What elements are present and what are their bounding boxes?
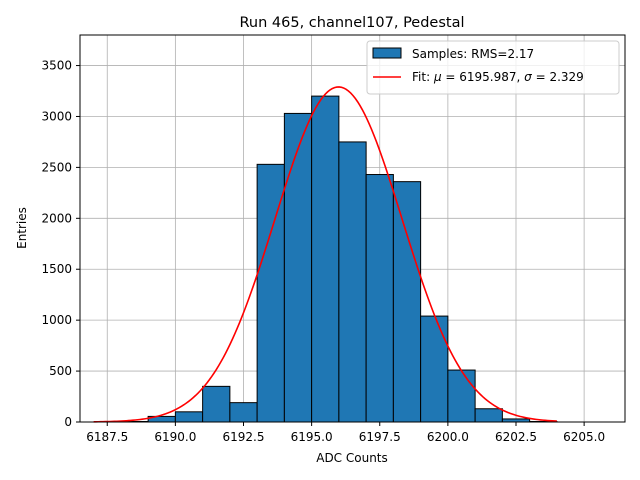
legend-fit-sigma-symbol: σ	[524, 70, 532, 84]
histogram-bar	[283, 112, 313, 423]
y-tick-label: 500	[49, 364, 72, 378]
histogram-bar	[311, 95, 340, 423]
plot-frame	[79, 34, 626, 423]
x-tick-label: 6192.5	[223, 430, 265, 444]
legend: Samples: RMS=2.17 Fit: μ = 6195.987, σ =…	[366, 40, 620, 95]
histogram-bar	[392, 181, 422, 423]
y-tick-label: 1000	[41, 313, 72, 327]
x-tick-label: 6187.5	[86, 430, 128, 444]
y-tick-label: 3500	[41, 59, 72, 73]
legend-samples-label: Samples: RMS=2.17	[412, 47, 534, 61]
histogram-bar	[365, 174, 394, 423]
x-tick-label: 6190.0	[154, 430, 196, 444]
histogram-bar	[474, 408, 503, 423]
chart-title: Run 465, channel107, Pedestal	[239, 15, 464, 31]
x-tick-label: 6205.0	[563, 430, 605, 444]
x-tick-label: 6200.0	[427, 430, 469, 444]
gaussian-fit-curve	[93, 86, 557, 423]
legend-fit-mu-symbol: μ	[433, 70, 442, 84]
legend-fit-sigma-value: = 2.329	[532, 70, 584, 84]
legend-fit-prefix: Fit:	[412, 70, 434, 84]
x-axis-label: ADC Counts	[316, 451, 388, 465]
legend-fit-label: Fit: μ = 6195.987, σ = 2.329	[412, 70, 584, 84]
y-axis-ticks: 0 500 1000 1500 2000 2500 3000 3500	[41, 59, 80, 429]
y-tick-label: 3000	[41, 109, 72, 123]
y-axis-label: Entries	[15, 207, 29, 249]
y-tick-label: 2000	[41, 211, 72, 225]
y-tick-label: 1500	[41, 262, 72, 276]
histogram-bar	[420, 315, 449, 423]
x-tick-label: 6197.5	[359, 430, 401, 444]
x-tick-label: 6202.5	[495, 430, 537, 444]
y-tick-label: 0	[64, 415, 72, 429]
legend-samples-swatch	[372, 47, 402, 59]
x-tick-label: 6195.0	[291, 430, 333, 444]
y-tick-label: 2500	[41, 160, 72, 174]
legend-fit-mu-value: = 6195.987,	[442, 70, 525, 84]
histogram-bar	[174, 411, 204, 423]
histogram-bar	[229, 402, 258, 423]
x-axis-ticks: 6187.5 6190.0 6192.5 6195.0 6197.5 6200.0 6202…	[86, 422, 605, 444]
legend-box	[366, 40, 620, 95]
histogram-bar	[338, 141, 367, 423]
histogram-bars	[120, 95, 558, 423]
histogram-bar	[447, 369, 476, 423]
histogram-bar	[202, 385, 231, 423]
